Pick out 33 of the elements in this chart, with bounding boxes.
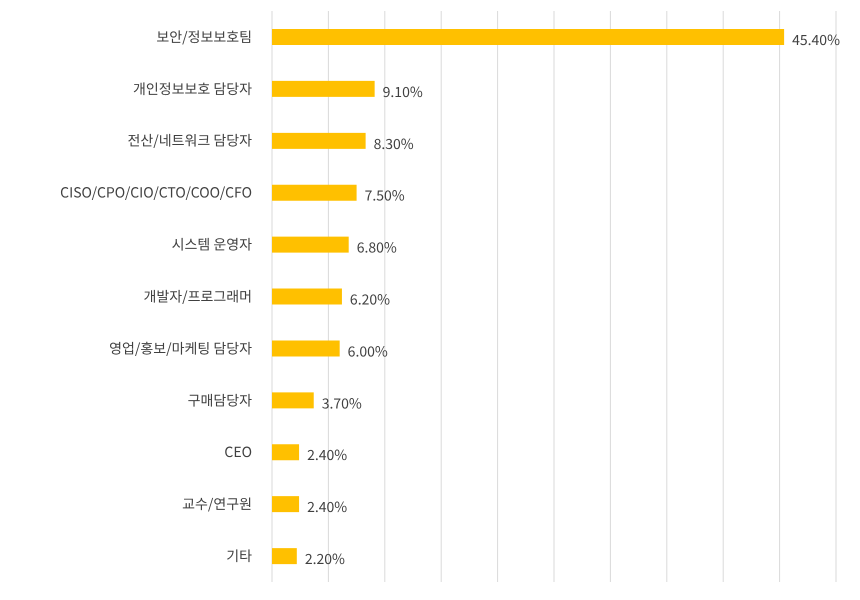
y-tick-label: CEO bbox=[224, 442, 252, 462]
y-tick-label: 영업/홍보/마케팅 담당자 bbox=[109, 338, 252, 358]
bar bbox=[272, 548, 297, 564]
bar bbox=[272, 184, 357, 201]
bar bbox=[272, 236, 349, 253]
data-label: 3.70% bbox=[322, 393, 362, 414]
y-tick-label: 보안/정보보호팀 bbox=[156, 26, 252, 47]
bar bbox=[272, 340, 340, 356]
y-tick-label: 구매담당자 bbox=[188, 390, 252, 410]
bar bbox=[272, 392, 314, 408]
data-label: 6.80% bbox=[356, 238, 397, 258]
data-label: 6.20% bbox=[350, 290, 390, 310]
bar bbox=[272, 29, 784, 45]
y-tick-label: 교수/연구원 bbox=[182, 494, 252, 514]
bar bbox=[272, 80, 375, 97]
bar bbox=[272, 444, 300, 460]
data-label: 2.20% bbox=[304, 549, 346, 570]
bar bbox=[272, 496, 300, 512]
y-tick-label: 전산/네트워크 담당자 bbox=[127, 130, 252, 151]
bar bbox=[272, 288, 342, 305]
y-tick-label: 개인정보보호 담당자 bbox=[132, 78, 252, 99]
data-label: 2.40% bbox=[307, 497, 348, 518]
data-label: 2.40% bbox=[307, 445, 348, 466]
y-tick-label: 개발자/프로그래머 bbox=[143, 286, 252, 306]
data-label: 45.40% bbox=[792, 30, 840, 50]
y-tick-label: 기타 bbox=[226, 546, 252, 566]
data-label: 8.30% bbox=[374, 134, 414, 154]
bar bbox=[272, 132, 366, 149]
data-label: 7.50% bbox=[364, 186, 405, 206]
data-label: 9.10% bbox=[382, 82, 423, 102]
y-tick-label: CISO/CPO/CIO/CTO/COO/CFO bbox=[60, 182, 252, 203]
y-tick-label: 시스템 운영자 bbox=[172, 234, 252, 255]
data-label: 6.00% bbox=[348, 341, 388, 362]
